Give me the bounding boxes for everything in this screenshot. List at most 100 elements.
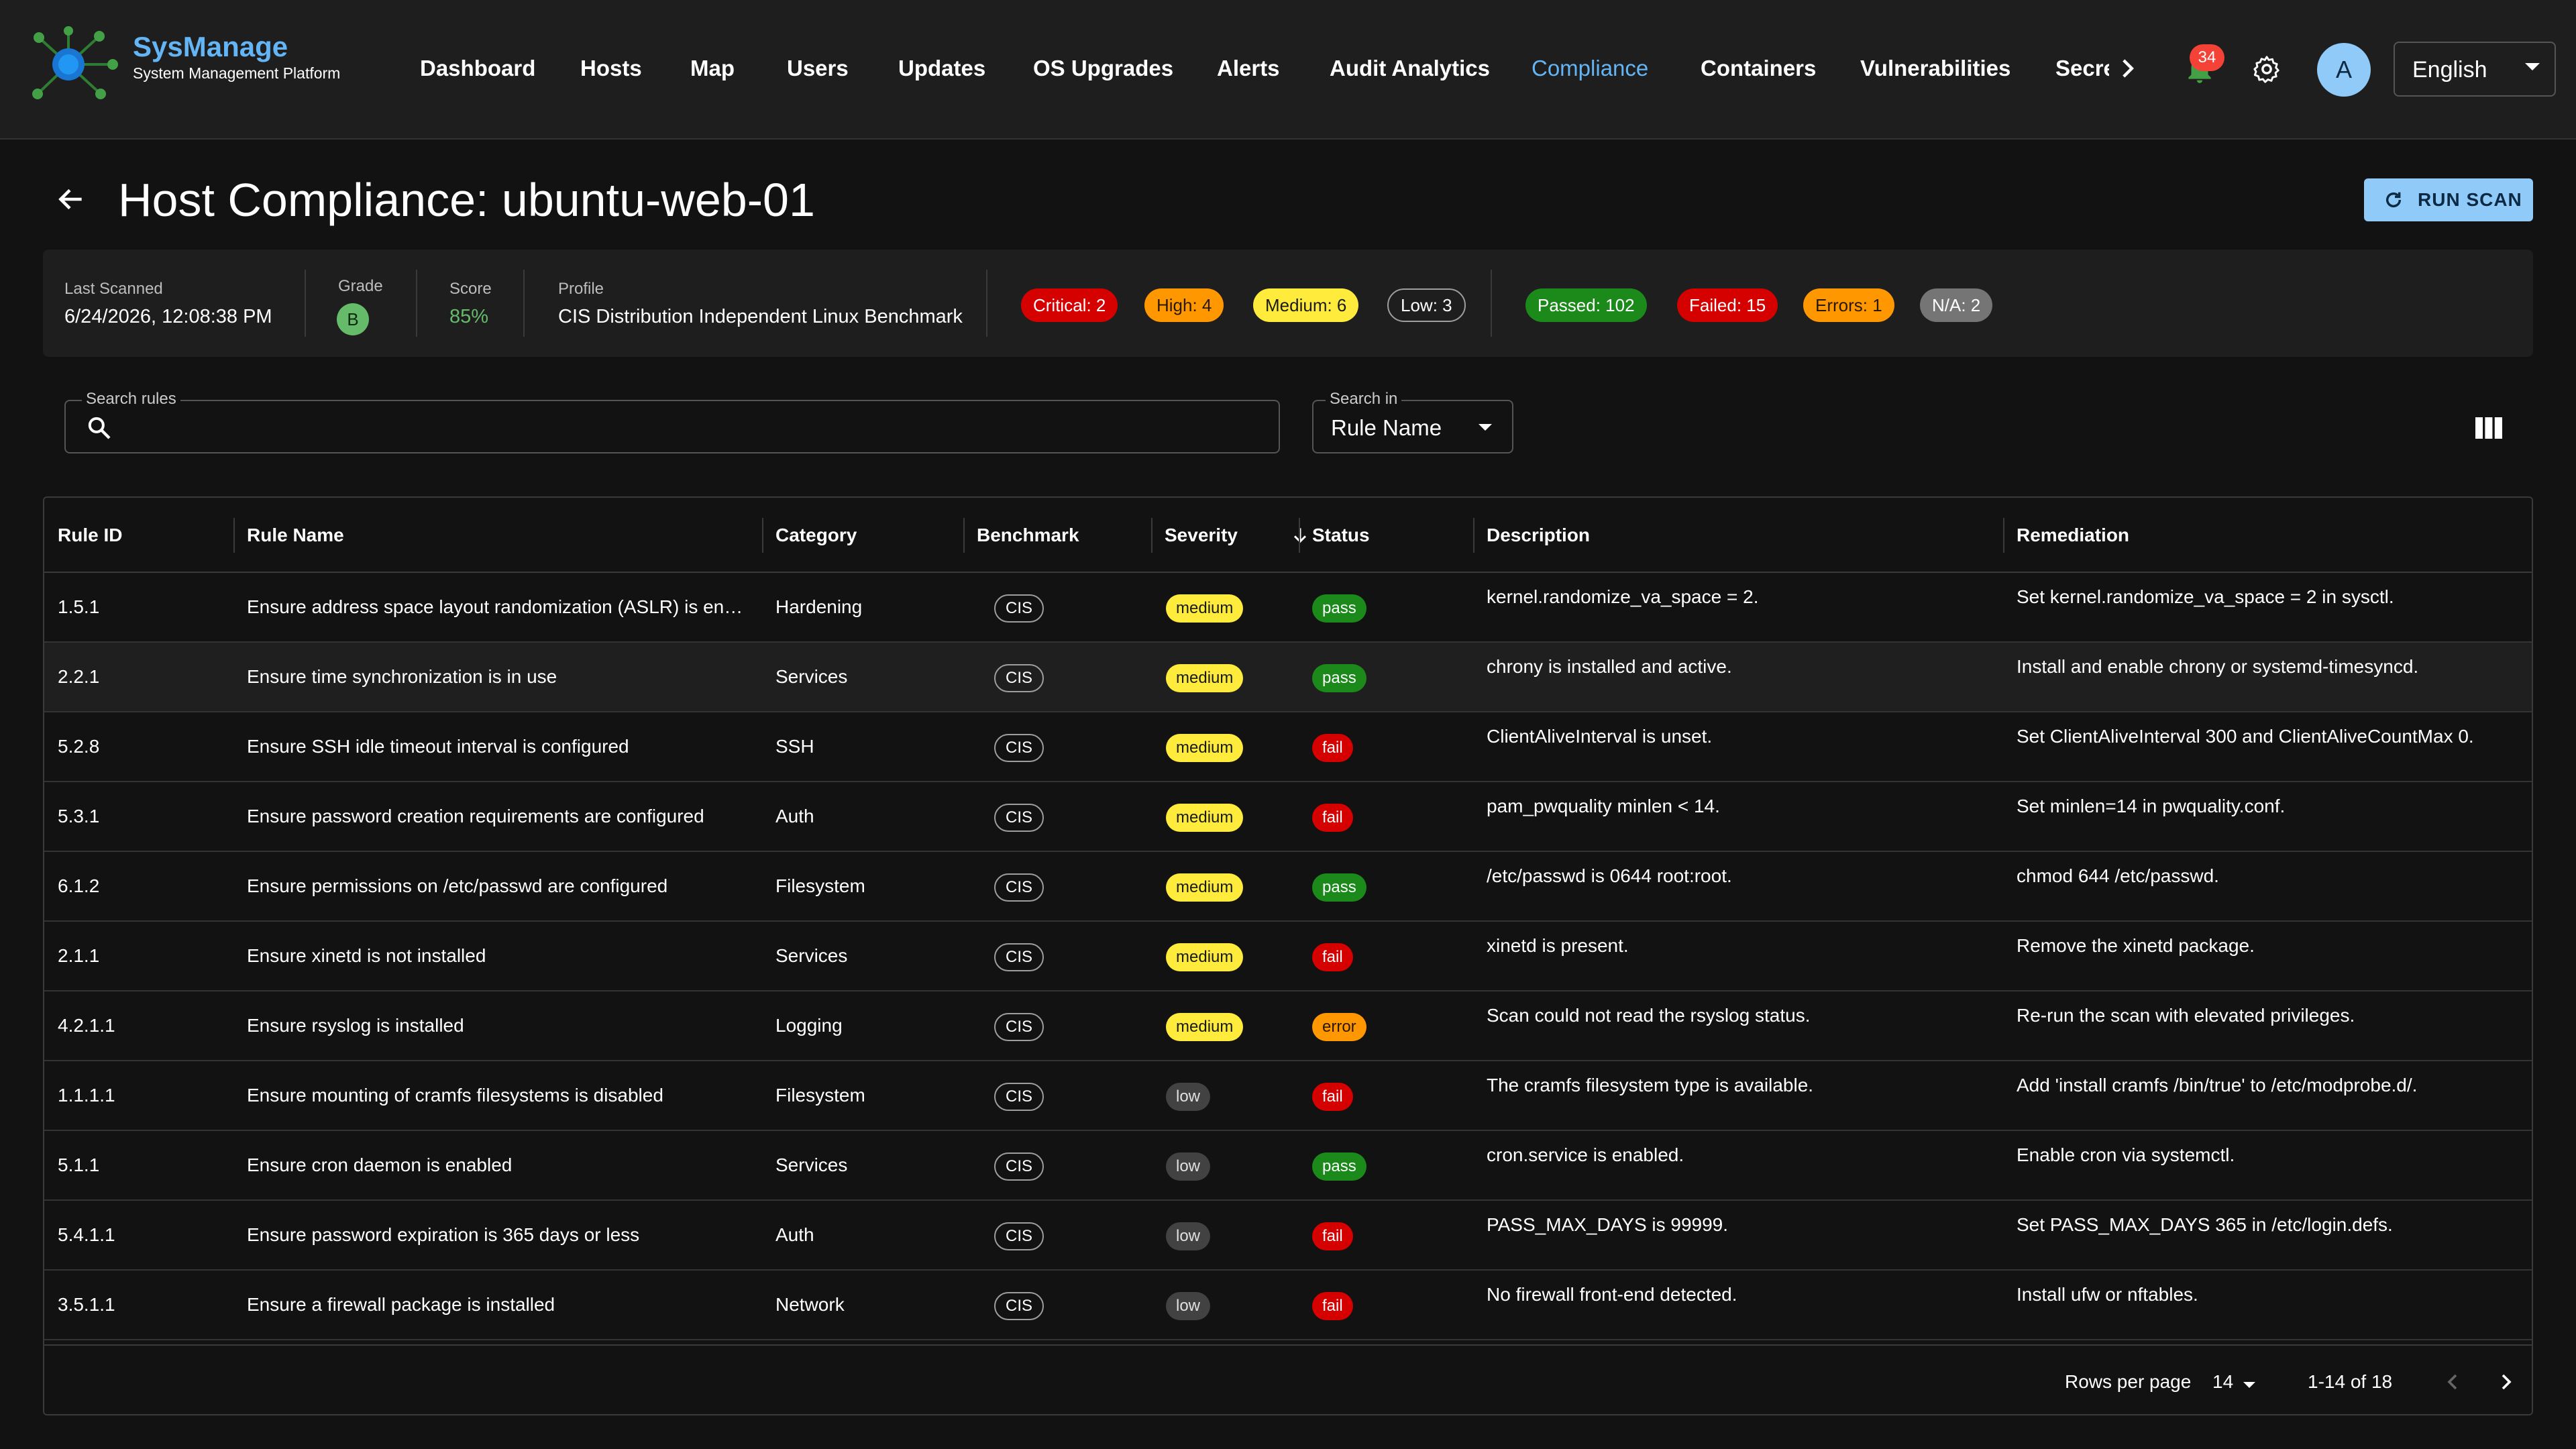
benchmark-badge: CIS (994, 594, 1044, 623)
description-cell: chrony is installed and active. (1487, 656, 1732, 677)
status-badge: pass (1312, 664, 1366, 692)
status-badge: pass (1312, 594, 1366, 623)
logo-network-icon[interactable] (25, 24, 140, 105)
column-separator[interactable] (2003, 518, 2004, 553)
table-row[interactable]: 3.5.1.1 Ensure a firewall package is inst… (44, 1271, 2532, 1340)
column-header-category[interactable]: Category (775, 525, 857, 545)
column-header-rule-name[interactable]: Rule Name (247, 525, 344, 545)
run-scan-button[interactable]: RUN SCAN (2364, 178, 2533, 221)
remediation-cell: Install and enable chrony or systemd-tim… (2017, 656, 2419, 677)
table-row[interactable]: 5.1.1 Ensure cron daemon is enabled Servic… (44, 1131, 2532, 1201)
rows-per-page-select[interactable]: 14 (2212, 1371, 2234, 1392)
severity-badge: medium (1166, 734, 1244, 762)
column-header-status[interactable]: Status (1312, 525, 1370, 545)
table-row[interactable]: 1.5.1 Ensure address space layout randomi… (44, 573, 2532, 643)
summary-divider (523, 270, 525, 337)
nav-dashboard[interactable]: Dashboard (420, 56, 536, 80)
category-cell: Services (775, 1155, 848, 1175)
benchmark-badge: CIS (994, 943, 1044, 971)
brand[interactable]: SysManage System Management Platform (133, 31, 340, 83)
na-count-chip: N/A: 2 (1920, 288, 1993, 322)
severity-badge: low (1166, 1222, 1211, 1250)
table-row[interactable]: 5.2.8 Ensure SSH idle timeout interval is… (44, 712, 2532, 782)
description-cell: kernel.randomize_va_space = 2. (1487, 586, 1759, 607)
nav-map[interactable]: Map (690, 56, 735, 80)
rule-name-cell: Ensure time synchronization is in use (247, 666, 557, 687)
column-header-description[interactable]: Description (1487, 525, 1591, 545)
nav-updates[interactable]: Updates (898, 56, 986, 80)
table-row[interactable]: 5.4.1.1 Ensure password expiration is 365… (44, 1201, 2532, 1271)
language-select[interactable]: English (2394, 42, 2556, 97)
table-row[interactable]: 2.2.1 Ensure time synchronization is in u… (44, 643, 2532, 712)
page-title: Host Compliance: ubuntu-web-01 (118, 174, 815, 226)
rule-name-cell: Ensure mounting of cramfs filesystems is… (247, 1085, 663, 1106)
search-icon (88, 417, 111, 439)
status-badge: fail (1312, 943, 1353, 971)
table-row[interactable]: 5.3.1 Ensure password creation requiremen… (44, 782, 2532, 852)
nav-vulnerabilities[interactable]: Vulnerabilities (1860, 56, 2011, 80)
summary-divider (986, 270, 987, 337)
dropdown-caret-icon (1479, 424, 1492, 431)
nav-os-upgrades[interactable]: OS Upgrades (1033, 56, 1174, 80)
category-cell: Filesystem (775, 1085, 865, 1106)
severity-badge: medium (1166, 943, 1244, 971)
search-in-label: Search in (1326, 389, 1402, 409)
search-rules-input[interactable]: Search rules (64, 389, 1280, 453)
nav-users[interactable]: Users (787, 56, 849, 80)
rule-name-cell: Ensure xinetd is not installed (247, 945, 486, 966)
column-header-rule-id[interactable]: Rule ID (58, 525, 123, 545)
column-header-severity[interactable]: Severity (1165, 525, 1238, 545)
errors-count-chip: Errors: 1 (1803, 288, 1894, 322)
severity-badge: low (1166, 1083, 1211, 1111)
rule-id-cell: 6.1.2 (58, 875, 100, 896)
severity-badge: medium (1166, 1013, 1244, 1041)
rule-name-cell: Ensure rsyslog is installed (247, 1015, 464, 1036)
search-in-select[interactable]: Search in Rule Name (1312, 389, 1513, 453)
table-row[interactable]: 1.1.1.1 Ensure mounting of cramfs filesys… (44, 1061, 2532, 1131)
column-header-remediation[interactable]: Remediation (2017, 525, 2130, 545)
table-row[interactable]: 6.1.2 Ensure permissions on /etc/passwd a… (44, 852, 2532, 922)
column-separator[interactable] (963, 518, 965, 553)
rule-name-cell: Ensure password creation requirements ar… (247, 806, 704, 826)
columns-icon[interactable] (2475, 417, 2502, 439)
benchmark-badge: CIS (994, 734, 1044, 762)
summary-divider (416, 270, 417, 337)
nav-compliance[interactable]: Compliance (1532, 56, 1649, 80)
gear-icon[interactable] (2251, 54, 2282, 85)
benchmark-badge: CIS (994, 664, 1044, 692)
profile-value: CIS Distribution Independent Linux Bench… (558, 306, 963, 327)
sort-desc-arrow-icon[interactable] (1289, 525, 1311, 546)
score-label: Score (449, 280, 492, 298)
chevron-left-icon[interactable] (2439, 1368, 2466, 1395)
table-row[interactable]: 4.2.1.1 Ensure rsyslog is installed Loggin… (44, 991, 2532, 1061)
back-arrow-icon[interactable] (54, 182, 87, 216)
user-avatar[interactable]: A (2317, 43, 2371, 97)
dropdown-caret-icon[interactable] (2243, 1382, 2255, 1388)
category-cell: Services (775, 666, 848, 687)
status-badge: fail (1312, 734, 1353, 762)
nav-alerts[interactable]: Alerts (1217, 56, 1280, 80)
nav-secrets[interactable]: Secrets (2055, 56, 2109, 80)
nav-containers[interactable]: Containers (1701, 56, 1817, 80)
column-separator[interactable] (1151, 518, 1152, 553)
category-cell: Filesystem (775, 875, 865, 896)
remediation-cell: Set ClientAliveInterval 300 and ClientAl… (2017, 726, 2474, 747)
benchmark-badge: CIS (994, 873, 1044, 902)
description-cell: /etc/passwd is 0644 root:root. (1487, 865, 1732, 886)
column-header-benchmark[interactable]: Benchmark (977, 525, 1079, 545)
chevron-right-icon[interactable] (2493, 1368, 2520, 1395)
category-cell: Network (775, 1294, 845, 1315)
nav-hosts[interactable]: Hosts (580, 56, 642, 80)
rule-name-cell: Ensure cron daemon is enabled (247, 1155, 513, 1175)
compliance-rules-table: Rule ID Rule Name Category Benchmark Sev… (43, 496, 2533, 1415)
rule-name-cell: Ensure address space layout randomizatio… (247, 596, 762, 617)
column-separator[interactable] (1473, 518, 1474, 553)
description-cell: The cramfs filesystem type is available. (1487, 1075, 1814, 1095)
column-separator[interactable] (1299, 518, 1300, 553)
nav-audit-analytics[interactable]: Audit Analytics (1330, 56, 1490, 80)
table-row[interactable]: 2.1.1 Ensure xinetd is not installed Servi… (44, 922, 2532, 991)
column-separator[interactable] (762, 518, 763, 553)
chevron-right-icon[interactable] (2113, 54, 2143, 83)
severity-badge: medium (1166, 873, 1244, 902)
column-separator[interactable] (233, 518, 235, 553)
